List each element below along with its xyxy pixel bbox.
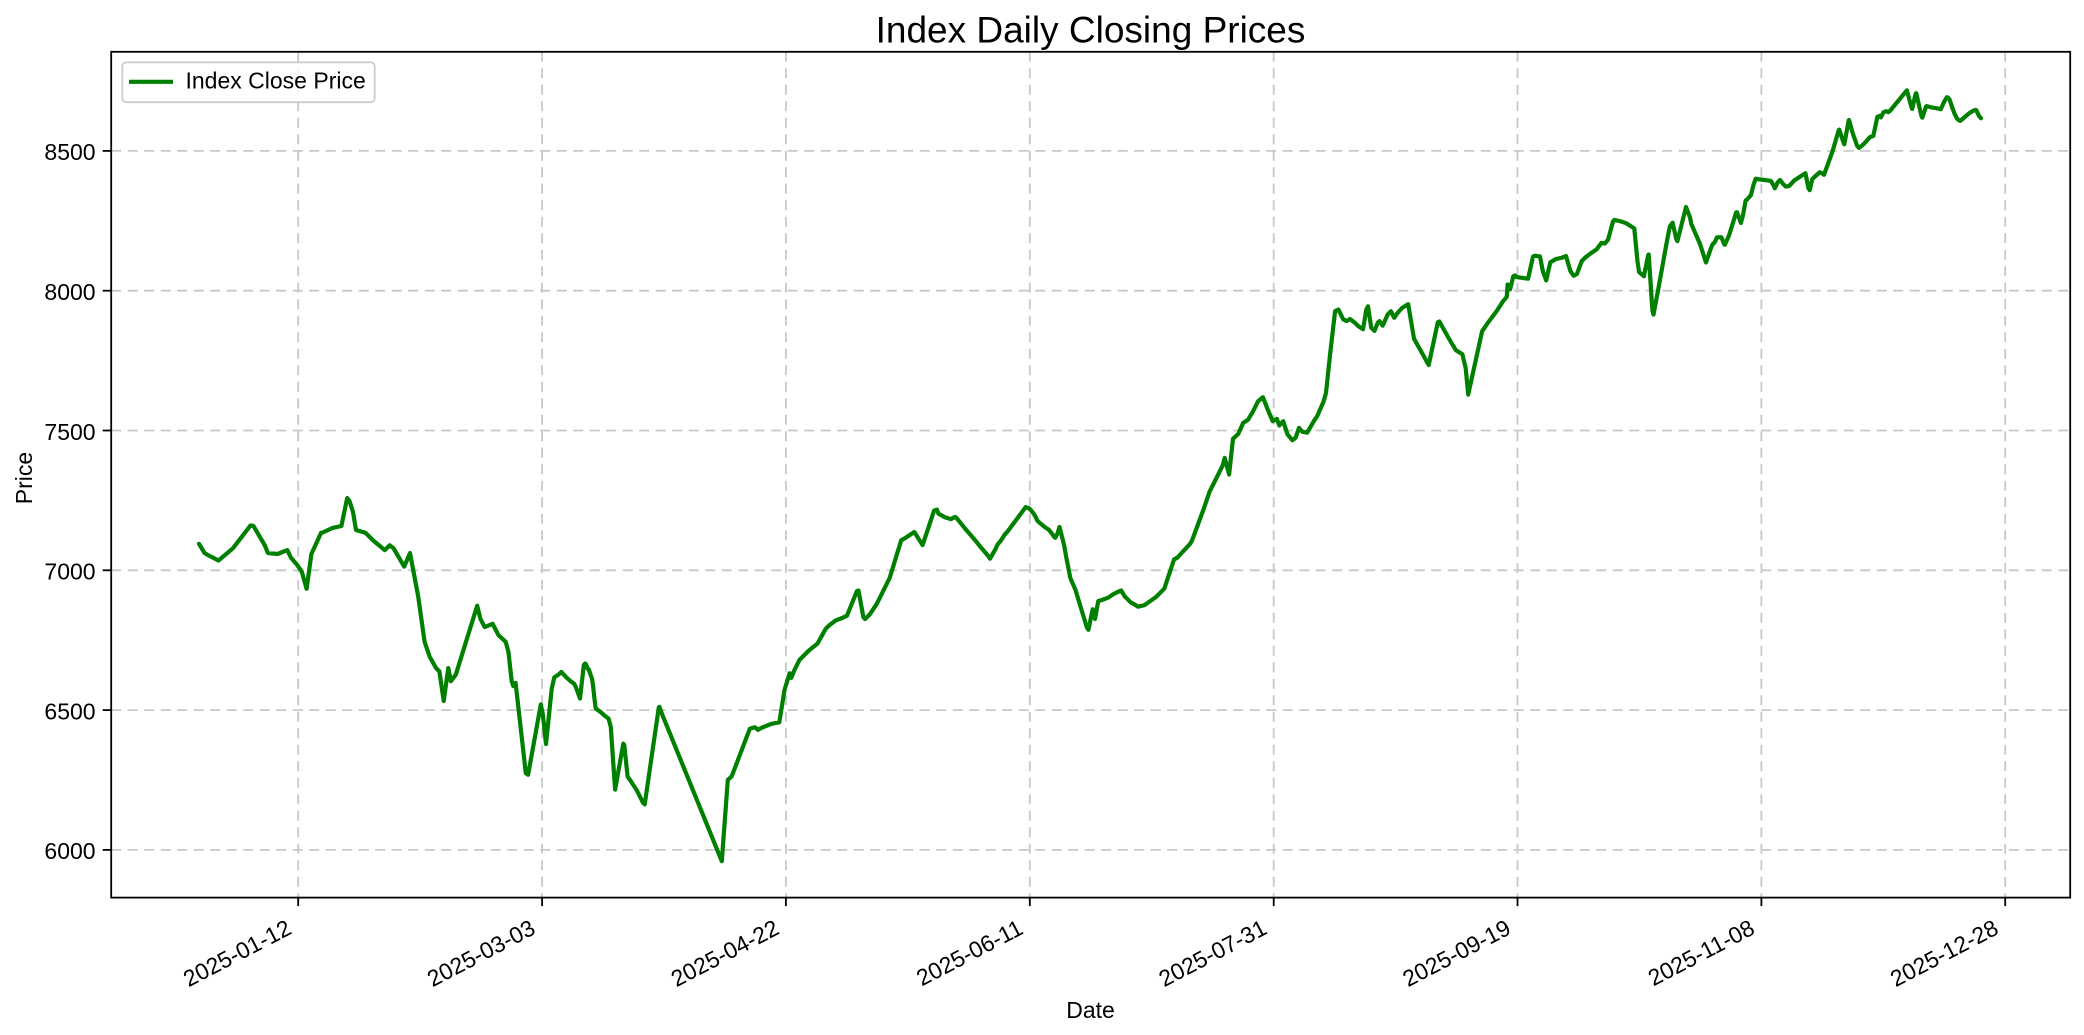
svg-text:Price: Price	[11, 452, 37, 504]
svg-text:6500: 6500	[44, 698, 95, 724]
svg-text:8000: 8000	[44, 279, 95, 305]
svg-text:Date: Date	[1066, 997, 1115, 1023]
svg-text:8500: 8500	[44, 139, 95, 165]
svg-text:7000: 7000	[44, 559, 95, 585]
svg-text:Index Close Price: Index Close Price	[186, 67, 366, 93]
svg-text:6000: 6000	[44, 838, 95, 864]
svg-text:7500: 7500	[44, 419, 95, 445]
svg-text:Index Daily Closing Prices: Index Daily Closing Prices	[876, 9, 1306, 50]
